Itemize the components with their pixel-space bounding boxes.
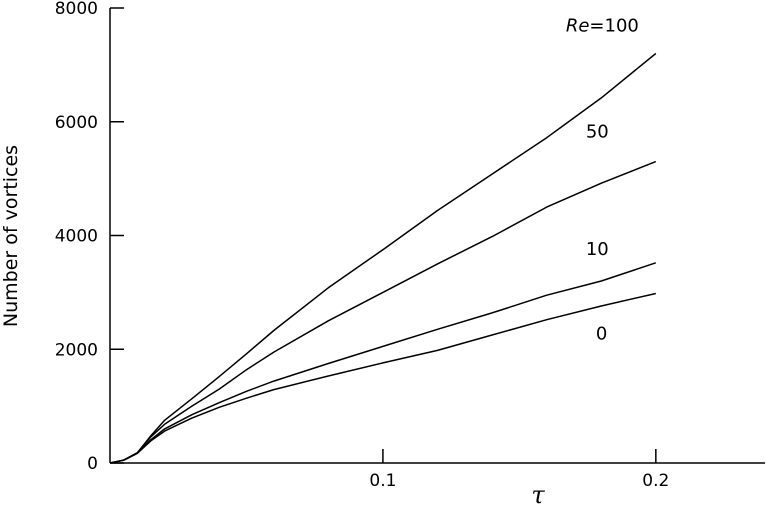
series-label-1: 50 xyxy=(586,122,609,143)
series-label-rest: =100 xyxy=(589,16,638,37)
series-lines xyxy=(109,52,657,464)
series-line-3 xyxy=(109,292,656,464)
series-labels: Re=100 50 10 0 xyxy=(566,16,639,345)
series-label-0: Re=100 xyxy=(566,16,639,37)
x-axis-title: τ xyxy=(531,481,545,509)
series-label-3: 0 xyxy=(596,324,607,345)
y-tick-label: 6000 xyxy=(55,113,98,133)
series-label-2: 10 xyxy=(586,239,609,260)
x-tick-label: 0.2 xyxy=(642,471,669,491)
y-tick-label: 0 xyxy=(87,454,98,474)
series-line-0 xyxy=(109,52,657,464)
axes xyxy=(109,8,765,464)
x-tick-label: 0.1 xyxy=(369,471,396,491)
series-label-prefix: Re xyxy=(566,16,590,37)
y-tick-label: 2000 xyxy=(55,340,98,360)
y-tick-label: 8000 xyxy=(55,0,98,19)
ticks: 0 2000 4000 6000 8000 0.1 0.2 xyxy=(55,0,670,491)
series-line-1 xyxy=(109,160,657,464)
y-tick-label: 4000 xyxy=(55,227,98,247)
y-axis-title: Number of vortices xyxy=(0,145,22,327)
